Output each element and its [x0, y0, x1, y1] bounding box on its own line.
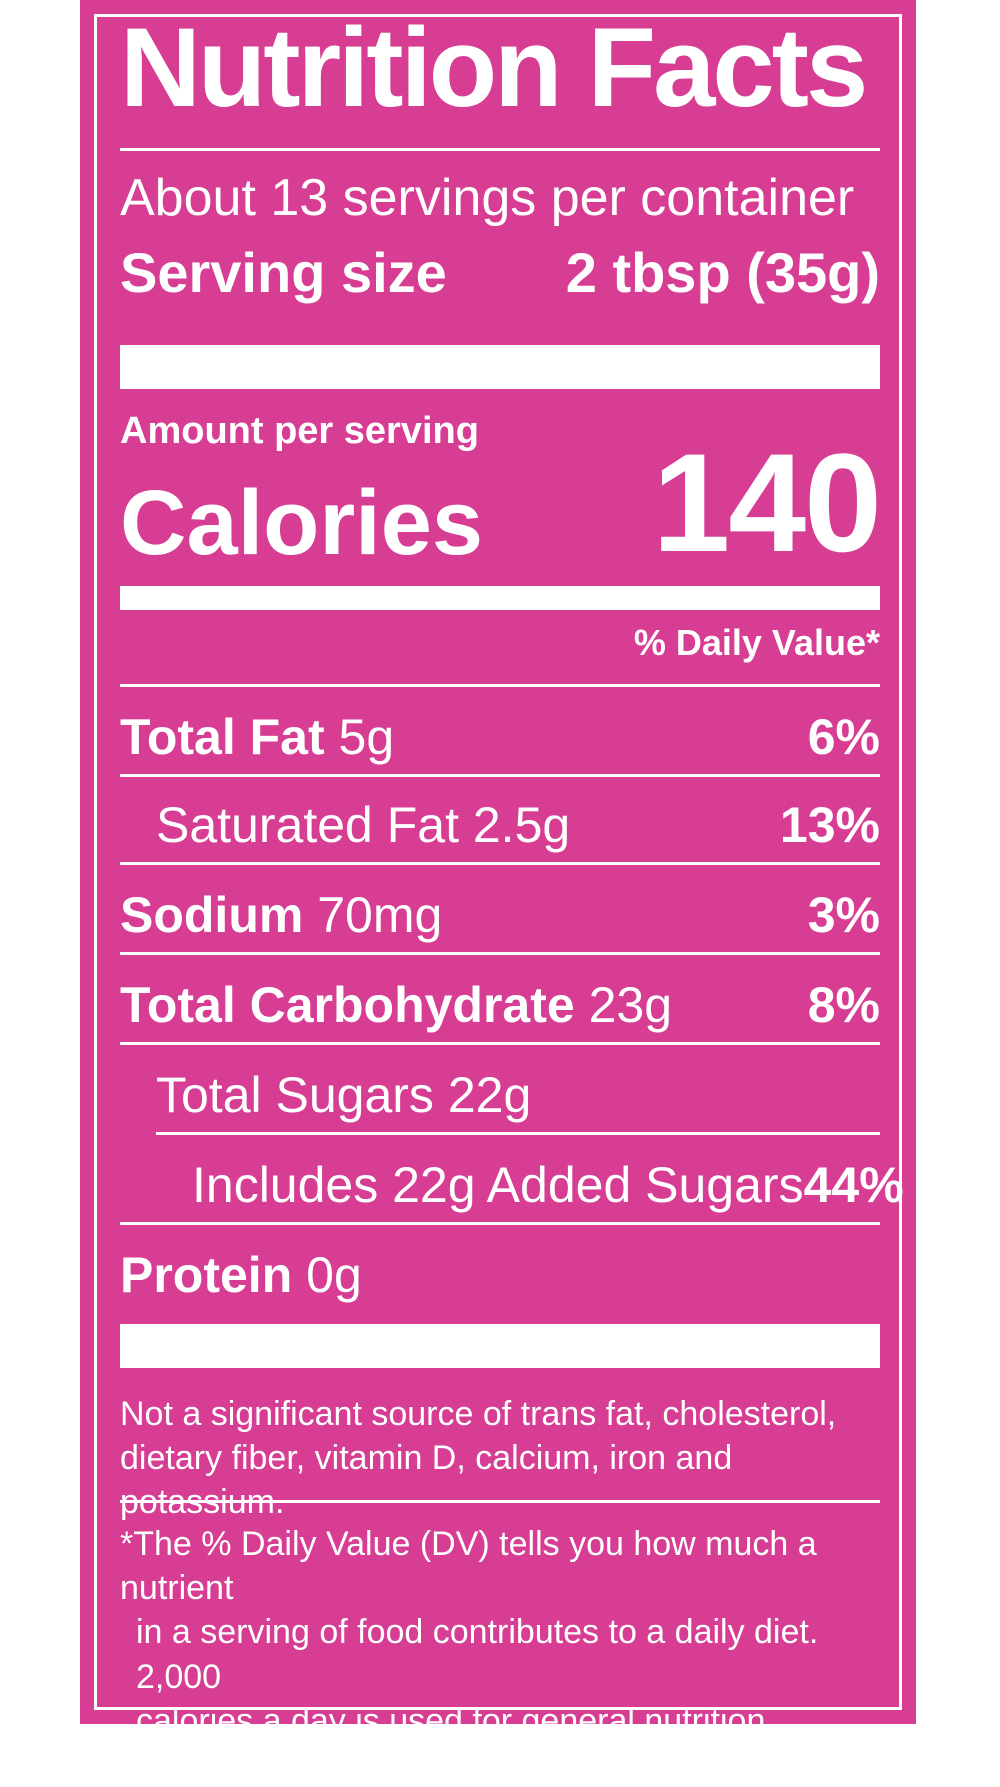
nutrient-row-added-sugars: Includes 22g Added Sugars 44% — [120, 1160, 904, 1210]
nutrient-text: Sodium 70mg — [120, 890, 442, 940]
not-significant-note: Not a significant source of trans fat, c… — [120, 1392, 880, 1525]
nutrient-daily-value: 8% — [807, 977, 880, 1033]
nutrient-text: Total Fat 5g — [120, 712, 394, 762]
nutrient-row-total-carbohydrate: Total Carbohydrate 23g 8% — [120, 980, 880, 1030]
calories-row: Calories 140 — [120, 433, 882, 574]
divider-rule — [120, 952, 880, 955]
label-title: Nutrition Facts — [120, 5, 868, 130]
amount-per-serving: Amount per serving — [120, 410, 479, 452]
nutrient-row-protein: Protein 0g — [120, 1250, 880, 1300]
nutrient-row-saturated-fat: Saturated Fat 2.5g 13% — [120, 800, 880, 850]
nutrient-amount: 0g — [306, 1247, 362, 1303]
nutrient-daily-value: 44% — [803, 1157, 904, 1213]
divider-rule-indented — [156, 1132, 880, 1135]
nutrient-text: Includes 22g Added Sugars — [192, 1160, 804, 1210]
divider-rule — [120, 1500, 880, 1503]
nutrient-text: Total Carbohydrate 23g — [120, 980, 672, 1030]
divider-rule — [120, 774, 880, 777]
note-line: dietary fiber, vitamin D, calcium, iron … — [120, 1439, 733, 1522]
nutrient-text: Protein 0g — [120, 1250, 362, 1300]
serving-size-row: Serving size 2 tbsp (35g) — [120, 245, 880, 301]
nutrient-text: Saturated Fat 2.5g — [156, 800, 570, 850]
divider-rule — [120, 684, 880, 687]
nutrient-name: Total Sugars — [156, 1067, 434, 1123]
daily-value-footnote: *The % Daily Value (DV) tells you how mu… — [120, 1522, 880, 1787]
nutrient-name: Saturated Fat — [156, 797, 459, 853]
nutrient-text: Total Sugars 22g — [156, 1070, 531, 1120]
nutrient-daily-value: 13% — [779, 797, 880, 853]
divider-rule — [120, 862, 880, 865]
daily-value-header: % Daily Value* — [633, 622, 880, 663]
footnote-line: in a serving of food contributes to a da… — [136, 1613, 819, 1696]
medium-divider-bar — [120, 586, 880, 610]
note-line: Not a significant source of trans fat, c… — [120, 1395, 837, 1433]
servings-per-container: About 13 servings per container — [120, 169, 855, 227]
nutrient-row-total-fat: Total Fat 5g 6% — [120, 712, 880, 762]
calories-value: 140 — [652, 424, 882, 581]
nutrient-daily-value: 6% — [807, 709, 880, 765]
nutrient-name: Total Fat — [120, 709, 325, 765]
serving-size-label: Serving size — [120, 241, 447, 304]
footnote-line: calories a day is used for general nutri… — [136, 1701, 766, 1784]
nutrient-row-total-sugars: Total Sugars 22g — [120, 1070, 880, 1120]
thick-divider-bar — [120, 345, 880, 389]
divider-rule — [120, 1222, 880, 1225]
nutrition-facts-panel: Nutrition Facts About 13 servings per co… — [80, 0, 916, 1784]
nutrient-name: Sodium — [120, 887, 304, 943]
panel-border — [94, 14, 902, 1710]
nutrient-name: Total Carbohydrate — [120, 977, 575, 1033]
nutrient-amount: 22g — [447, 1067, 532, 1123]
label-content: Nutrition Facts About 13 servings per co… — [120, 0, 904, 1784]
serving-size-value: 2 tbsp (35g) — [565, 241, 880, 304]
nutrient-name: Protein — [120, 1247, 293, 1303]
nutrient-name: Includes 22g Added Sugars — [192, 1157, 804, 1213]
divider-rule — [120, 1042, 880, 1045]
footnote-line: *The % Daily Value (DV) tells you how mu… — [120, 1525, 817, 1608]
nutrient-amount: 5g — [338, 709, 395, 765]
nutrient-daily-value: 3% — [807, 887, 880, 943]
nutrient-amount: 23g — [588, 977, 673, 1033]
nutrient-amount: 70mg — [317, 887, 443, 943]
divider-rule — [120, 148, 880, 151]
thick-divider-bar — [120, 1324, 880, 1368]
nutrient-row-sodium: Sodium 70mg 3% — [120, 890, 880, 940]
nutrient-amount: 2.5g — [472, 797, 571, 853]
calories-label: Calories — [120, 472, 484, 574]
